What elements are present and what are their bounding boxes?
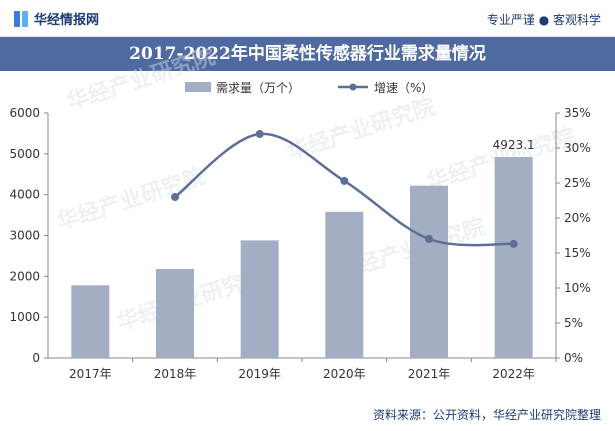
brand-logo: 华经情报网 [14,9,99,28]
y-left-tick-label: 2000 [9,269,40,283]
y-right-tick-label: 5% [564,316,583,330]
x-tick-label: 2021年 [408,367,451,381]
watermark-text-2: 华经产业研究院 [54,163,209,235]
x-tick-label: 2019年 [238,367,281,381]
legend-bar-swatch [185,82,211,92]
y-left-tick-label: 1000 [9,310,40,324]
data-label: 4923.1 [493,138,535,152]
x-tick-label: 2018年 [154,367,197,381]
y-right-tick-label: 25% [564,176,591,190]
bar [410,185,448,358]
chart-title: 2017-2022年中国柔性传感器行业需求量情况 [0,37,615,71]
y-left-tick-label: 5000 [9,147,40,161]
growth-point [340,176,349,185]
y-left-tick-label: 6000 [9,106,40,120]
y-right-tick-label: 15% [564,246,591,260]
watermark-text-0: 华经产业研究院 [64,43,219,115]
growth-point [171,193,179,201]
legend-line-label: 增速（%） [374,81,433,95]
bar [494,156,533,358]
source-note: 资料来源：公开资料，华经产业研究院整理 [372,408,601,422]
x-tick-label: 2017年 [69,367,112,381]
y-right-tick-label: 20% [564,211,591,225]
brand-slogan: 专业严谨 ● 客观科学 [486,13,601,27]
growth-point [425,235,433,243]
huajing-logo-icon [14,10,28,27]
y-right-tick-label: 35% [564,106,591,120]
bar [156,268,194,358]
y-right-tick-label: 0% [564,351,583,365]
y-right-tick-label: 10% [564,281,591,295]
y-left-tick-label: 4000 [9,188,40,202]
growth-point [255,130,264,138]
x-tick-label: 2022年 [492,367,535,381]
bar [71,285,110,358]
y-left-tick-label: 0 [32,351,40,365]
bar [325,211,364,358]
legend-bar-label: 需求量（万个） [216,81,300,95]
brand-name: 华经情报网 [34,13,100,28]
growth-point [509,239,518,248]
y-right-tick-label: 30% [564,141,591,155]
top-bar: 华经情报网 专业严谨 ● 客观科学 [0,0,615,37]
legend-line-marker [349,83,357,91]
y-left-tick-label: 3000 [9,229,40,243]
x-tick-label: 2020年 [323,367,366,381]
bar [240,240,279,358]
